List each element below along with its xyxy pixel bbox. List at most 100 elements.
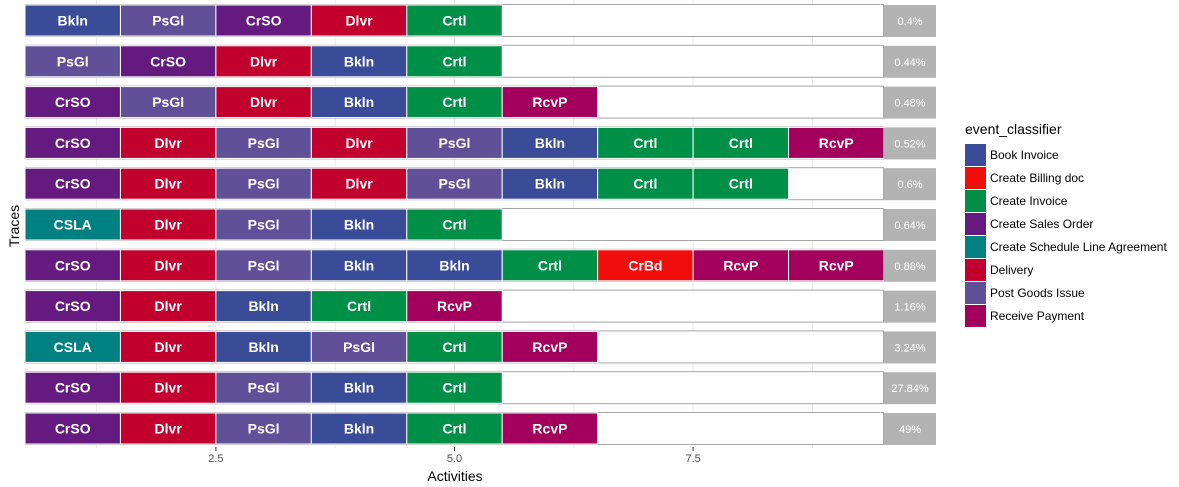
legend-swatch — [965, 190, 986, 212]
activity-label: PsGl — [439, 176, 471, 192]
activity-tile — [310, 330, 408, 363]
x-axis-title: Activities — [427, 468, 482, 484]
legend-label: Book Invoice — [990, 148, 1059, 162]
activity-label: CrSO — [55, 298, 91, 314]
activity-label: Crtl — [633, 176, 657, 192]
legend-title: event_classifier — [965, 121, 1062, 137]
activity-tile — [24, 126, 121, 159]
activity-label: CSLA — [54, 217, 92, 233]
trace-percentage-label: 0.44% — [894, 57, 925, 69]
activity-label: Bkln — [248, 339, 278, 355]
x-tick-label: 5.0 — [447, 453, 462, 465]
activity-label: CrSO — [55, 380, 91, 396]
legend-label: Receive Payment — [990, 309, 1085, 323]
activity-tile — [692, 126, 790, 159]
activity-label: CrSO — [246, 13, 282, 29]
activity-label: PsGl — [248, 257, 280, 273]
activity-label: Crtl — [442, 94, 466, 110]
activity-label: Bkln — [344, 217, 374, 233]
activity-tile — [310, 249, 408, 282]
y-axis-title: Traces — [6, 205, 22, 247]
activity-tile — [501, 330, 599, 363]
legend-label: Delivery — [990, 263, 1033, 277]
activity-label: Crtl — [633, 135, 657, 151]
trace-row: CrSO Dlvr PsGl Bkln Crtl 27.84% — [24, 371, 936, 405]
activity-label: Dlvr — [155, 217, 183, 233]
trace-row: CrSO PsGl Dlvr Bkln Crtl RcvP 0.48% — [24, 85, 936, 119]
activity-label: Dlvr — [250, 94, 278, 110]
activity-label: PsGl — [152, 13, 184, 29]
activity-tile — [788, 249, 885, 282]
activity-tile — [310, 208, 408, 241]
activity-tile — [406, 330, 503, 363]
activity-label: CrSO — [150, 53, 186, 69]
trace-row: CrSO Dlvr PsGl Dlvr PsGl Bkln Crtl Crtl RcvP 0.52… — [24, 126, 936, 160]
x-tick-label: 7.5 — [685, 453, 700, 465]
activity-tile — [597, 249, 694, 282]
activity-tile — [406, 4, 503, 37]
trace-percentage-box — [884, 168, 936, 201]
activity-tile — [119, 45, 217, 78]
activity-tile — [24, 208, 121, 241]
activity-label: Bkln — [439, 257, 469, 273]
legend-label: Post Goods Issue — [990, 286, 1085, 300]
activity-label: PsGl — [439, 135, 471, 151]
activity-tile — [692, 167, 790, 200]
activity-label: CrSO — [55, 421, 91, 437]
trace-percentage-box — [884, 290, 936, 323]
x-tick-label: 2.5 — [208, 453, 223, 465]
trace-percentage-label: 49% — [899, 424, 921, 436]
activity-tile — [215, 412, 312, 445]
legend-swatch — [965, 259, 986, 281]
activity-label: RcvP — [819, 257, 854, 273]
activity-label: RcvP — [723, 257, 758, 273]
trace-row: CSLA Dlvr PsGl Bkln Crtl 0.64% — [24, 208, 936, 241]
trace-percentage-label: 3.24% — [894, 342, 925, 354]
activity-tile — [215, 208, 312, 241]
trace-percentage-label: 0.48% — [894, 98, 925, 110]
activity-tile — [310, 290, 408, 323]
activity-label: PsGl — [57, 53, 89, 69]
trace-percentage-box — [884, 372, 936, 405]
activity-label: Dlvr — [345, 13, 373, 29]
activity-tile — [501, 86, 599, 119]
activity-tile — [501, 412, 599, 445]
x-axis: 2.5 5.0 7.5 — [208, 447, 701, 465]
activity-tile — [215, 4, 312, 37]
activity-label: RcvP — [819, 135, 854, 151]
legend-swatch — [965, 167, 986, 189]
activity-tile — [215, 126, 312, 159]
activity-label: CSLA — [54, 339, 92, 355]
activity-tile — [406, 412, 503, 445]
activity-label: PsGl — [248, 217, 280, 233]
trace-row: Bkln PsGl CrSO Dlvr Crtl 0.4% — [24, 4, 936, 37]
activity-tile — [24, 86, 121, 119]
legend-swatch — [965, 144, 986, 166]
trace-percentage-label: 0.88% — [894, 261, 925, 273]
activity-label: Dlvr — [345, 135, 373, 151]
activity-label: Dlvr — [155, 421, 183, 437]
activity-label: Dlvr — [345, 176, 373, 192]
activity-tile — [406, 371, 503, 404]
legend-label: Create Billing doc — [990, 171, 1084, 185]
activity-label: RcvP — [532, 94, 567, 110]
trace-percentage-label: 1.16% — [894, 302, 925, 314]
activity-label: Bkln — [535, 135, 565, 151]
activity-label: Bkln — [344, 421, 374, 437]
activity-tile — [501, 126, 599, 159]
activity-tile — [406, 167, 503, 200]
trace-percentage-box — [884, 209, 936, 241]
activity-label: Bkln — [344, 257, 374, 273]
trace-rows: Bkln PsGl CrSO Dlvr Crtl 0.4%PsGl CrSO Dlvr Bkln… — [24, 4, 936, 445]
activity-label: PsGl — [248, 421, 280, 437]
trace-percentage-box — [884, 127, 936, 160]
activity-label: Bkln — [344, 53, 374, 69]
activity-tile — [215, 45, 312, 78]
legend-label: Create Sales Order — [990, 217, 1093, 231]
activity-tile — [406, 86, 503, 119]
trace-percentage-box — [884, 413, 936, 445]
activity-label: Dlvr — [155, 176, 183, 192]
activity-tile — [310, 167, 408, 200]
activity-tile — [119, 290, 217, 323]
